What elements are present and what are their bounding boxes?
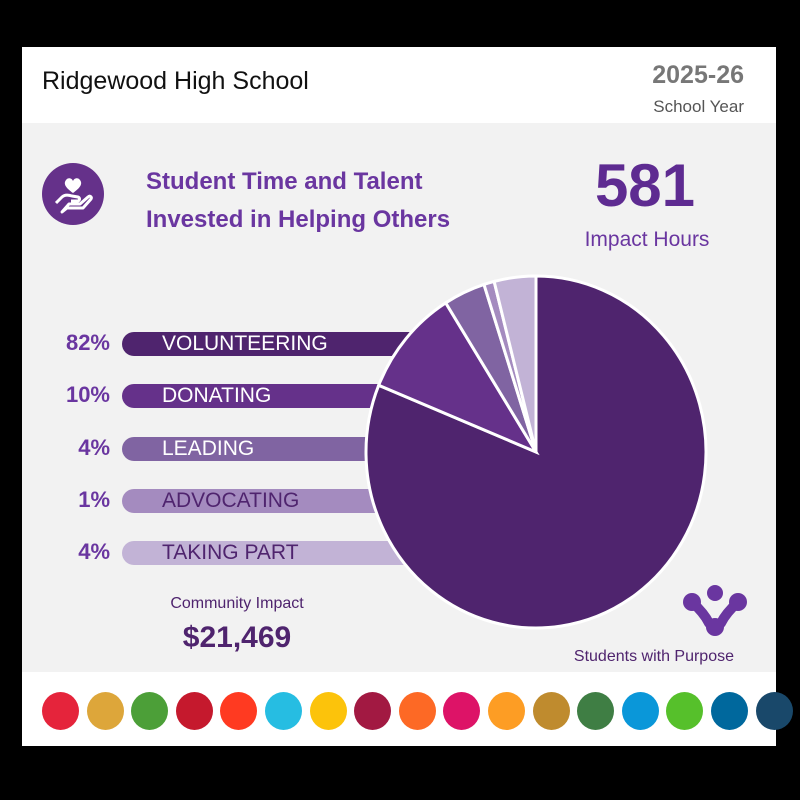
category-label: VOLUNTEERING bbox=[162, 332, 328, 355]
headline-line-2: Invested in Helping Others bbox=[146, 206, 451, 233]
climate-action-icon bbox=[577, 692, 615, 730]
quality-education-icon bbox=[175, 692, 213, 730]
brand-name: Students with Purpose bbox=[573, 648, 734, 665]
partnerships-icon bbox=[755, 692, 793, 730]
slice-percent-label: 4% bbox=[78, 539, 110, 565]
category-label: DONATING bbox=[162, 384, 272, 408]
sdg-icon-row bbox=[42, 692, 793, 732]
slice-percent-label: 1% bbox=[78, 486, 110, 512]
pie-slice-taking-part bbox=[492, 274, 538, 453]
clean-water-icon bbox=[265, 692, 302, 730]
peace-justice-icon bbox=[711, 692, 748, 730]
infographic-card: Ridgewood High School 2025-26 School Yea… bbox=[22, 47, 793, 746]
slice-percent-label: 4% bbox=[78, 434, 110, 460]
main-panel: Student Time and Talent Invested in Help… bbox=[22, 123, 776, 672]
life-below-water-icon bbox=[621, 692, 659, 730]
school-year-label: School Year bbox=[653, 97, 744, 116]
category-label: ADVOCATING bbox=[162, 488, 300, 512]
pie-slice-donating bbox=[376, 300, 540, 456]
decent-work-icon bbox=[354, 692, 392, 730]
headline-line-1: Student Time and Talent bbox=[146, 168, 423, 195]
clean-energy-icon bbox=[309, 692, 347, 730]
pie-chart bbox=[364, 274, 708, 630]
life-on-land-icon bbox=[666, 692, 704, 730]
impact-hours-label: Impact Hours bbox=[584, 228, 710, 251]
school-year: 2025-26 bbox=[652, 61, 744, 89]
category-bar: VOLUNTEERING bbox=[122, 332, 422, 356]
category-bar: TAKING PART bbox=[122, 541, 422, 566]
good-health-icon bbox=[131, 692, 169, 730]
responsible-consumption-icon bbox=[532, 692, 570, 730]
heart-in-hand-icon bbox=[42, 163, 104, 225]
students-with-purpose-logo bbox=[683, 585, 747, 636]
zero-hunger-icon bbox=[86, 692, 124, 730]
header: Ridgewood High School 2025-26 School Yea… bbox=[22, 47, 776, 123]
gender-equality-icon bbox=[220, 692, 258, 730]
slice-percent-label: 10% bbox=[65, 382, 110, 408]
category-label: TAKING PART bbox=[162, 541, 299, 565]
slice-percent-label: 82% bbox=[65, 330, 110, 355]
impact-hours-value: 581 bbox=[594, 152, 696, 219]
school-name: Ridgewood High School bbox=[42, 67, 309, 95]
category-label: LEADING bbox=[162, 436, 255, 460]
community-impact-value: $21,469 bbox=[182, 621, 292, 654]
community-impact-label: Community Impact bbox=[170, 595, 304, 612]
sustainable-cities-icon bbox=[488, 692, 525, 730]
industry-innovation-icon bbox=[398, 692, 436, 730]
reduced-inequalities-icon bbox=[443, 692, 481, 730]
no-poverty-icon bbox=[42, 692, 79, 730]
headline: Student Time and Talent Invested in Help… bbox=[146, 163, 450, 239]
